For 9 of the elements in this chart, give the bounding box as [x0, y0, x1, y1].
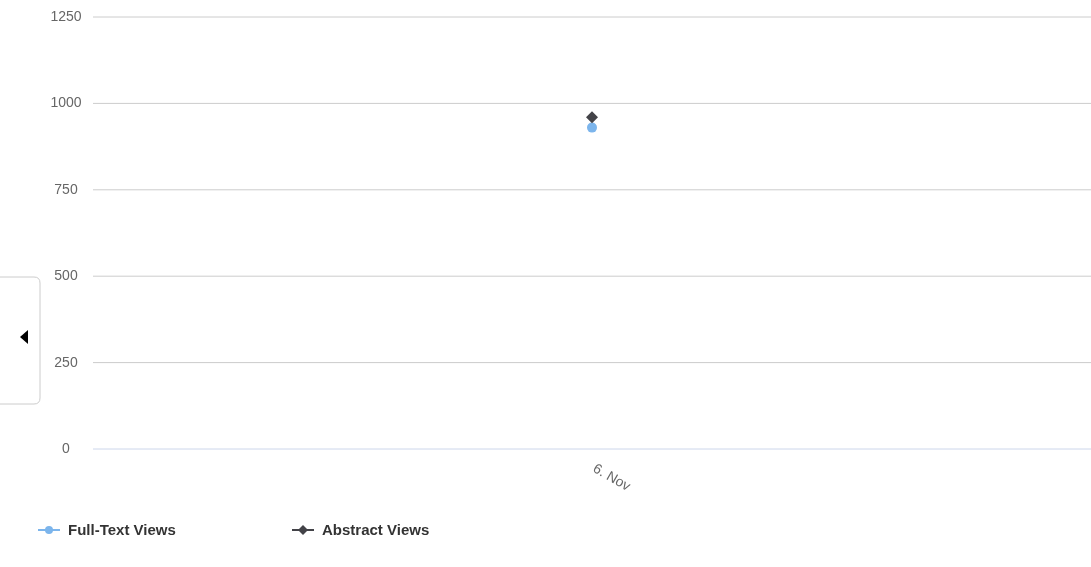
- y-tick-label: 0: [62, 440, 71, 456]
- y-tick-label: 250: [54, 353, 78, 370]
- legend-label: Abstract Views: [322, 521, 430, 538]
- y-tick-label: 1250: [50, 8, 82, 24]
- y-tick-label: 750: [54, 180, 78, 197]
- y-tick-label: 500: [54, 267, 78, 284]
- x-tick-label: 6. Nov: [590, 459, 634, 494]
- y-tick-label: 1000: [50, 94, 82, 111]
- legend-label: Full-Text Views: [68, 521, 176, 538]
